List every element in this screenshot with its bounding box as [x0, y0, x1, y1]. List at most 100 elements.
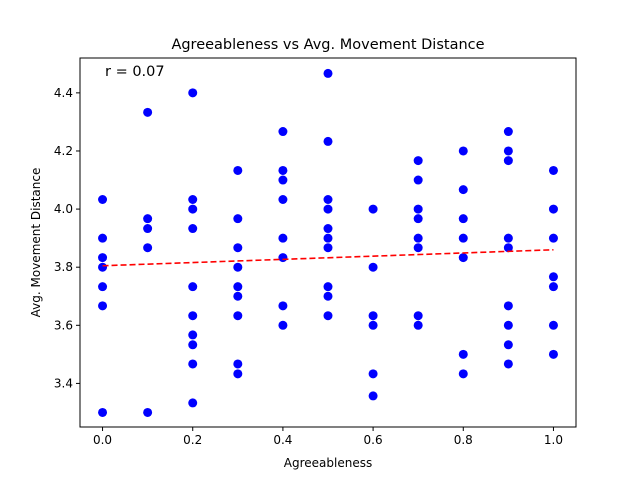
data-point: [368, 311, 378, 321]
x-tick-label: 1.0: [544, 433, 563, 447]
x-axis-label: Agreeableness: [284, 456, 372, 470]
y-axis-label: Avg. Movement Distance: [29, 168, 43, 318]
data-point: [368, 320, 378, 330]
chart-title: Agreeableness vs Avg. Movement Distance: [171, 37, 484, 53]
data-point: [458, 349, 468, 359]
y-tick-label: 3.8: [54, 260, 73, 274]
data-point: [188, 330, 198, 340]
axes-frame: [79, 57, 577, 428]
data-point: [233, 214, 243, 224]
plot-area: [98, 68, 558, 417]
data-point: [458, 233, 468, 243]
data-point: [413, 204, 423, 214]
data-point: [503, 127, 513, 137]
data-point: [458, 185, 468, 195]
data-point: [503, 146, 513, 156]
data-point: [188, 359, 198, 369]
data-point: [458, 146, 468, 156]
data-point: [143, 224, 153, 234]
data-point: [548, 233, 558, 243]
data-point: [413, 243, 423, 253]
data-point: [548, 165, 558, 175]
data-point: [143, 214, 153, 224]
x-tick-label: 0.2: [183, 433, 202, 447]
data-point: [458, 214, 468, 224]
data-point: [278, 233, 288, 243]
data-point: [458, 253, 468, 263]
data-point: [278, 175, 288, 185]
x-tick-label: 0.8: [454, 433, 473, 447]
data-point: [233, 369, 243, 379]
data-point: [188, 88, 198, 98]
data-point: [188, 204, 198, 214]
data-point: [413, 233, 423, 243]
data-point: [278, 127, 288, 137]
data-point: [368, 391, 378, 401]
data-point: [503, 320, 513, 330]
y-tick-label: 3.4: [54, 376, 73, 390]
data-point: [323, 291, 333, 301]
data-point: [368, 369, 378, 379]
data-point: [278, 194, 288, 204]
data-point: [503, 359, 513, 369]
data-point: [548, 282, 558, 292]
data-point: [98, 194, 108, 204]
data-point: [323, 136, 333, 146]
data-point: [233, 359, 243, 369]
data-point: [278, 165, 288, 175]
data-point: [278, 320, 288, 330]
data-point: [188, 194, 198, 204]
data-point: [503, 233, 513, 243]
data-point: [233, 291, 243, 301]
data-point: [278, 253, 288, 263]
data-point: [503, 156, 513, 166]
data-point: [188, 340, 198, 350]
data-point: [368, 204, 378, 214]
y-tick-label: 4.0: [54, 202, 73, 216]
data-point: [503, 243, 513, 253]
data-point: [413, 214, 423, 224]
data-point: [548, 272, 558, 282]
data-point: [548, 349, 558, 359]
data-point: [458, 369, 468, 379]
data-point: [323, 243, 333, 253]
data-point: [548, 320, 558, 330]
data-point: [413, 311, 423, 321]
data-point: [233, 282, 243, 292]
data-point: [503, 301, 513, 311]
data-point: [323, 311, 333, 321]
data-point: [233, 165, 243, 175]
data-point: [413, 156, 423, 166]
data-point: [98, 301, 108, 311]
x-tick-label: 0.6: [364, 433, 383, 447]
data-point: [323, 224, 333, 234]
data-point: [323, 282, 333, 292]
data-point: [413, 320, 423, 330]
data-point: [323, 194, 333, 204]
data-point: [143, 243, 153, 253]
data-point: [323, 68, 333, 78]
y-tick-label: 3.6: [54, 318, 73, 332]
data-point: [323, 233, 333, 243]
data-point: [98, 407, 108, 417]
data-point: [188, 398, 198, 408]
y-axis: 3.4 3.6 3.8 4.0 4.2 4.4: [54, 86, 80, 390]
data-point: [143, 107, 153, 117]
data-point: [233, 311, 243, 321]
data-point: [98, 262, 108, 272]
data-point: [98, 253, 108, 263]
y-tick-label: 4.2: [54, 144, 73, 158]
x-tick-label: 0.0: [93, 433, 112, 447]
data-point: [188, 282, 198, 292]
x-axis: 0.0 0.2 0.4 0.6 0.8 1.0: [93, 427, 563, 447]
data-point: [278, 301, 288, 311]
data-point: [323, 204, 333, 214]
data-point: [98, 233, 108, 243]
data-point: [233, 243, 243, 253]
correlation-annotation: r = 0.07: [105, 64, 165, 80]
data-point: [188, 224, 198, 234]
x-tick-label: 0.4: [273, 433, 292, 447]
data-point: [503, 340, 513, 350]
